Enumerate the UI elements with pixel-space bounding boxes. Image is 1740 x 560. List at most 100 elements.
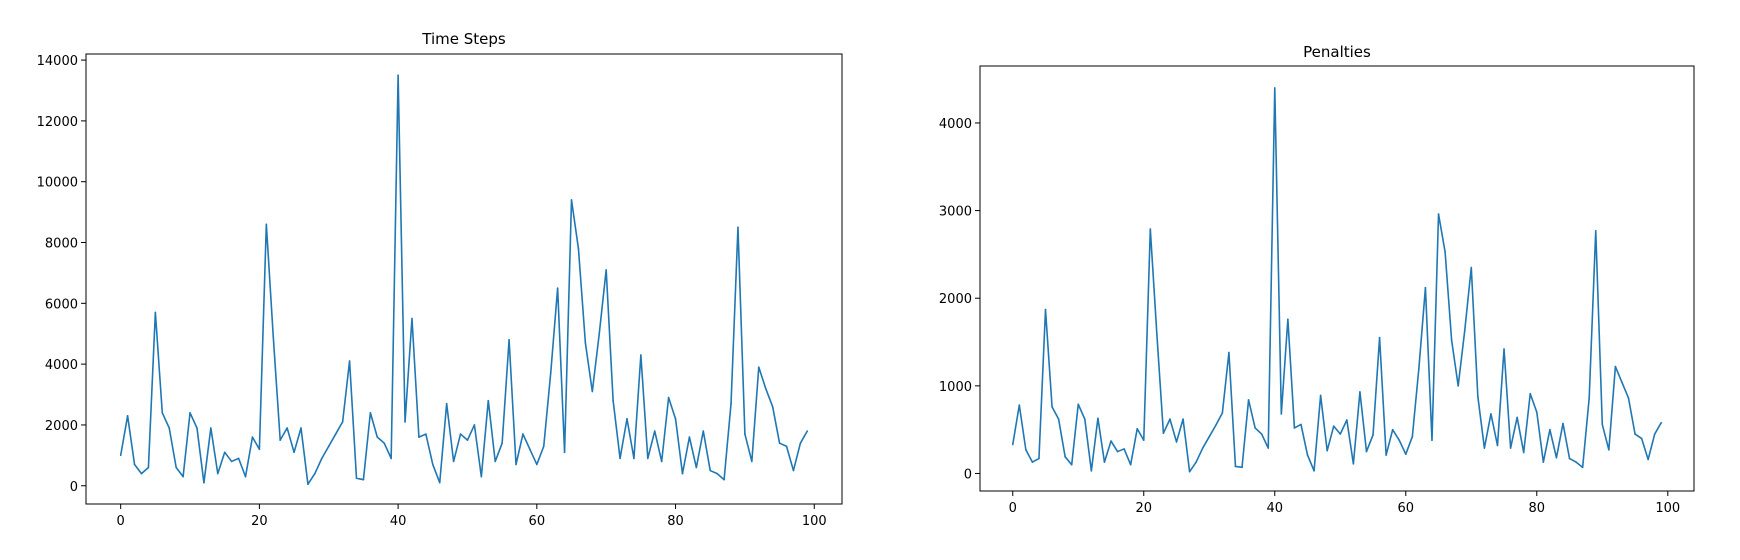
data-point <box>1195 461 1197 463</box>
data-point <box>1208 435 1211 438</box>
data-point <box>1496 444 1499 447</box>
y-tick-label: 0 <box>964 467 972 482</box>
data-point <box>480 475 483 478</box>
data-point <box>1385 454 1387 456</box>
data-point <box>286 427 288 429</box>
data-point <box>1254 427 1256 429</box>
data-point <box>473 424 476 426</box>
data-point <box>154 311 157 314</box>
data-point <box>633 457 635 460</box>
data-point <box>466 439 469 441</box>
data-point <box>126 415 129 417</box>
data-point <box>1332 425 1335 427</box>
data-point <box>1608 449 1610 451</box>
plot-frame <box>979 65 1695 492</box>
chart-title: Penalties <box>1303 43 1371 61</box>
data-point <box>1477 395 1479 398</box>
y-tick-label: 6000 <box>45 297 78 312</box>
data-point <box>272 335 275 338</box>
data-point <box>1352 463 1355 465</box>
data-point <box>806 430 809 432</box>
data-point <box>348 360 351 362</box>
data-point <box>1064 456 1066 458</box>
data-point <box>1057 418 1060 420</box>
y-axis: 0 2000 4000 6000 8000 10000 12000 14000 <box>37 54 86 495</box>
data-point <box>293 451 295 454</box>
data-point <box>1378 336 1381 339</box>
data-point <box>1418 367 1420 370</box>
chart-penalties: Penalties 0 20 40 60 80 100 0 1000 2000 3000 4000 <box>939 43 1695 516</box>
data-point <box>730 402 732 405</box>
data-point <box>1647 458 1649 461</box>
y-tick-label: 8000 <box>45 237 78 252</box>
data-point <box>1640 437 1643 440</box>
data-point <box>216 472 219 475</box>
data-point <box>1123 448 1125 450</box>
data-point <box>1142 439 1145 441</box>
data-point <box>411 317 413 320</box>
data-point <box>1116 450 1119 453</box>
data-point <box>1346 419 1348 421</box>
data-point <box>1372 434 1374 436</box>
x-tick-label: 20 <box>251 514 268 529</box>
data-point <box>778 442 781 444</box>
x-tick-label: 80 <box>667 514 684 529</box>
data-point <box>487 399 490 402</box>
data-point <box>549 372 552 375</box>
data-point <box>785 445 788 448</box>
y-tick-label: 12000 <box>37 115 78 130</box>
data-point <box>459 433 462 435</box>
data-point <box>667 396 670 399</box>
data-point <box>230 460 233 463</box>
data-point <box>1424 286 1427 289</box>
data-point <box>1077 403 1080 406</box>
data-point <box>515 463 517 466</box>
data-point <box>751 460 753 463</box>
data-point <box>1293 427 1296 429</box>
data-point <box>1287 318 1289 321</box>
data-point <box>702 430 705 432</box>
x-axis: 0 20 40 60 80 100 <box>1009 491 1680 516</box>
data-point <box>1025 449 1027 451</box>
data-point <box>1621 381 1623 384</box>
data-point <box>716 472 718 475</box>
data-point <box>1319 394 1322 397</box>
data-point <box>1359 391 1361 393</box>
data-point <box>1562 422 1564 425</box>
y-tick-label: 14000 <box>37 54 78 69</box>
data-point <box>376 436 379 438</box>
data-point <box>1653 433 1656 435</box>
data-point <box>431 463 434 466</box>
data-point <box>570 199 573 201</box>
data-point <box>1490 413 1492 415</box>
data-point <box>1627 397 1630 399</box>
data-point <box>1031 461 1034 463</box>
data-point <box>140 472 143 475</box>
data-point <box>619 457 621 460</box>
y-tick-label: 10000 <box>37 176 78 191</box>
y-tick-label: 2000 <box>45 419 78 434</box>
data-point <box>300 427 302 429</box>
data-point <box>1149 228 1152 230</box>
data-point <box>591 390 594 393</box>
data-point <box>1188 470 1191 473</box>
data-point <box>494 460 497 463</box>
data-point <box>397 74 399 77</box>
data-point <box>1313 470 1315 472</box>
x-tick-label: 40 <box>390 514 407 529</box>
data-point <box>175 466 177 469</box>
data-point <box>536 463 538 466</box>
plot-frame <box>85 53 843 505</box>
data-point <box>1267 447 1270 449</box>
data-points <box>1011 87 1663 473</box>
x-tick-label: 100 <box>802 514 827 529</box>
data-point <box>744 433 746 435</box>
data-point <box>542 445 545 448</box>
data-point <box>1011 443 1014 446</box>
data-point <box>1437 213 1440 215</box>
data-point <box>1110 440 1112 442</box>
data-point <box>1660 421 1663 424</box>
data-point <box>341 421 344 423</box>
data-point <box>237 457 240 460</box>
